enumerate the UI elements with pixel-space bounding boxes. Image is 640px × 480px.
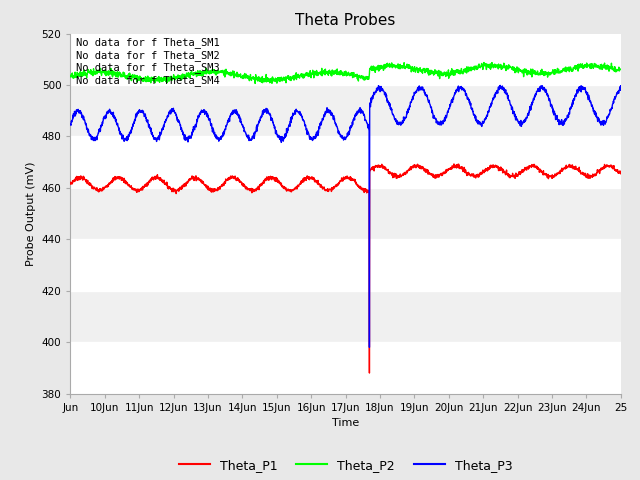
Legend: Theta_P1, Theta_P2, Theta_P3: Theta_P1, Theta_P2, Theta_P3 (173, 454, 518, 477)
Y-axis label: Probe Output (mV): Probe Output (mV) (26, 161, 36, 266)
Bar (70, 136, 621, 188)
Theta_P3 (67, 121, 74, 127)
Line: Theta_P1: Theta_P1 (70, 164, 621, 373)
Theta_P2 (67, 73, 74, 79)
Theta_P1 (602, 163, 609, 169)
Theta_P2 (320, 68, 328, 74)
Theta_P1 (617, 171, 625, 177)
Theta_P1 (601, 165, 609, 170)
Theta_P3 (602, 120, 609, 125)
Theta_P1 (95, 187, 102, 193)
Theta_P3 (497, 83, 504, 88)
Text: No data for f Theta_SM1
No data for f Theta_SM2
No data for f Theta_SM3
No data : No data for f Theta_SM1 No data for f Th… (76, 37, 220, 85)
Theta_P2 (602, 64, 609, 70)
Theta_P2 (480, 60, 488, 65)
Theta_P1 (319, 186, 327, 192)
Theta_P3 (319, 115, 327, 120)
Theta_P1 (450, 161, 458, 167)
Title: Theta Probes: Theta Probes (296, 13, 396, 28)
Theta_P3 (617, 83, 625, 89)
Theta_P2 (500, 61, 508, 67)
Theta_P1 (365, 370, 373, 376)
Theta_P2 (617, 66, 625, 72)
Theta_P3 (601, 121, 609, 127)
Theta_P1 (500, 169, 508, 175)
X-axis label: Time: Time (332, 418, 359, 428)
Theta_P1 (67, 180, 74, 185)
Theta_P2 (95, 69, 102, 75)
Bar (70, 34, 621, 85)
Theta_P3 (334, 128, 342, 134)
Bar (70, 342, 621, 394)
Theta_P2 (335, 70, 342, 76)
Theta_P2 (601, 63, 609, 69)
Line: Theta_P3: Theta_P3 (70, 85, 621, 348)
Theta_P3 (365, 345, 373, 350)
Theta_P1 (334, 181, 342, 187)
Theta_P2 (252, 81, 259, 86)
Bar (70, 240, 621, 291)
Theta_P3 (95, 130, 102, 136)
Theta_P3 (500, 86, 508, 92)
Line: Theta_P2: Theta_P2 (70, 62, 621, 84)
